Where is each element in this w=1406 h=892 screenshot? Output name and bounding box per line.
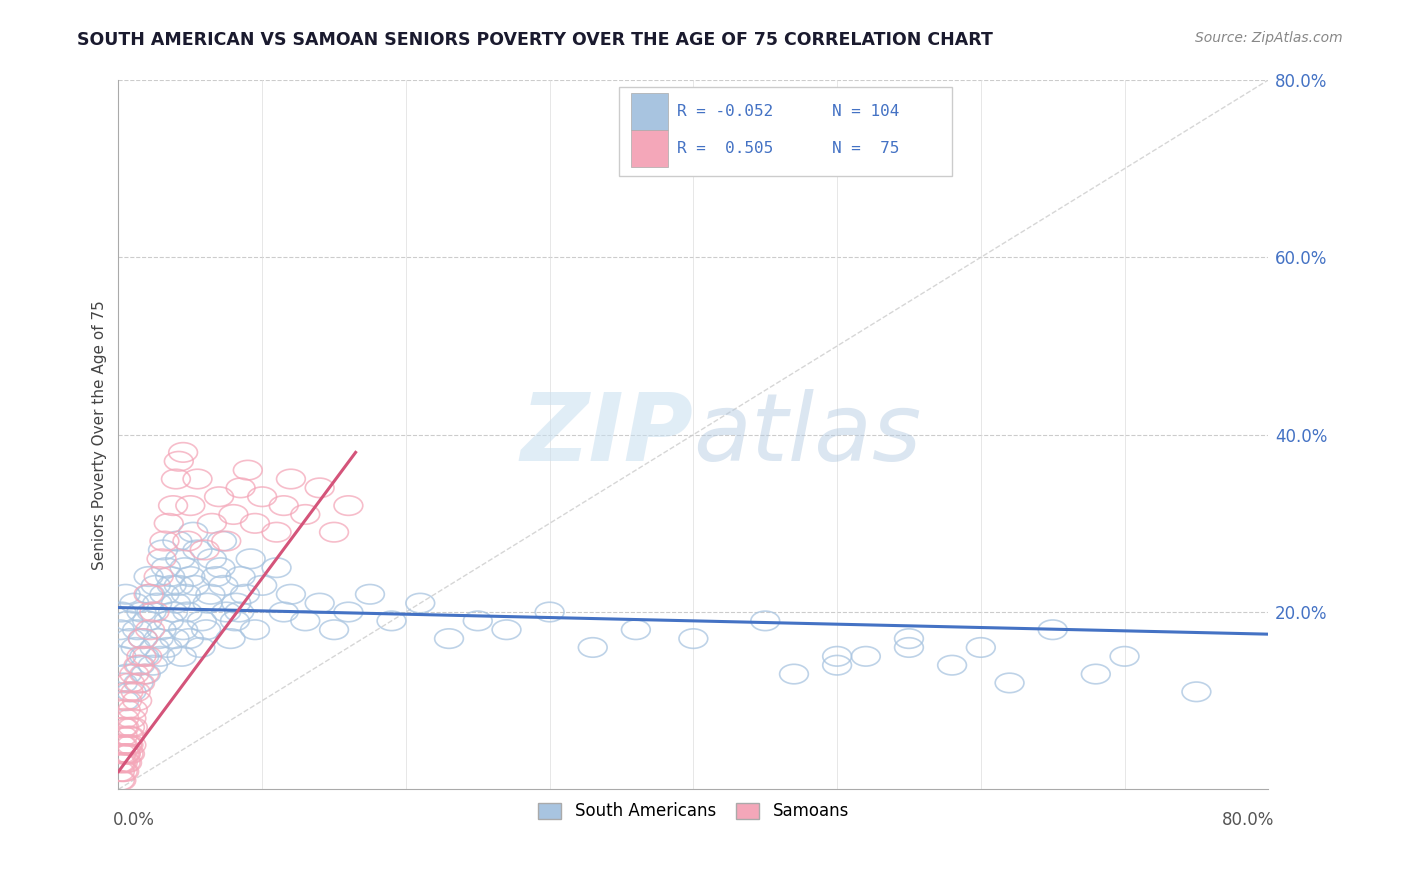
- Text: R =  0.505: R = 0.505: [678, 141, 773, 156]
- Text: N =  75: N = 75: [832, 141, 900, 156]
- Legend: South Americans, Samoans: South Americans, Samoans: [531, 796, 855, 827]
- FancyBboxPatch shape: [631, 94, 668, 130]
- Text: Source: ZipAtlas.com: Source: ZipAtlas.com: [1195, 31, 1343, 45]
- Y-axis label: Seniors Poverty Over the Age of 75: Seniors Poverty Over the Age of 75: [93, 300, 107, 569]
- Text: atlas: atlas: [693, 389, 921, 480]
- FancyBboxPatch shape: [619, 87, 952, 176]
- FancyBboxPatch shape: [631, 130, 668, 167]
- Text: ZIP: ZIP: [520, 389, 693, 481]
- Text: N = 104: N = 104: [832, 104, 900, 120]
- Text: R = -0.052: R = -0.052: [678, 104, 773, 120]
- Text: 80.0%: 80.0%: [1222, 811, 1274, 829]
- Text: SOUTH AMERICAN VS SAMOAN SENIORS POVERTY OVER THE AGE OF 75 CORRELATION CHART: SOUTH AMERICAN VS SAMOAN SENIORS POVERTY…: [77, 31, 993, 49]
- Text: 0.0%: 0.0%: [112, 811, 155, 829]
